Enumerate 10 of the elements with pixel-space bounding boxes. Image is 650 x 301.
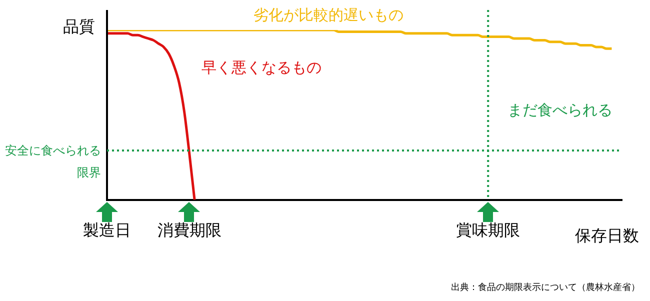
ref-line-label: 安全に食べられる限界	[5, 144, 101, 180]
x-tick-label: 製造日	[83, 220, 131, 240]
annotation: まだ食べられる	[508, 100, 613, 119]
series-label: 早く悪くなるもの	[202, 58, 322, 76]
x-tick-label: 消費期限	[157, 220, 222, 240]
x-tick-label: 賞味期限	[456, 220, 520, 240]
x-axis-title: 保存日数	[575, 226, 639, 245]
series-label: 劣化が比較的遅いもの	[253, 6, 404, 24]
source-note: 出典：食品の期限表示について（農林水産省）	[451, 282, 640, 293]
y-axis-title: 品質	[63, 17, 95, 36]
